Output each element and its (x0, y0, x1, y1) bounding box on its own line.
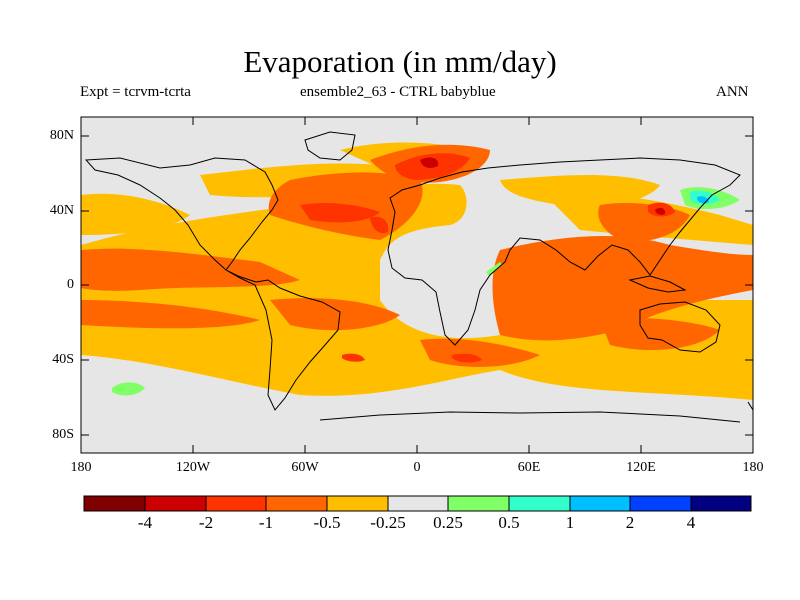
lat-ticks (81, 135, 753, 436)
ensemble-label: ensemble2_63 - CTRL babyblue (300, 84, 496, 100)
lon-label-180-east: 180 (742, 460, 764, 475)
colorbar-label-2: -2 (198, 513, 214, 532)
colorbar-box-10 (630, 496, 691, 511)
map-title: Evaporation (in mm/day) (243, 44, 557, 79)
season-label: ANN (716, 84, 749, 100)
evaporation-field (81, 117, 753, 453)
lat-label-40n: 40N (49, 203, 74, 218)
colorbar-label-7: 0.5 (498, 513, 520, 532)
colorbar-box-1 (84, 496, 145, 511)
lon-label-0: 0 (413, 460, 421, 475)
field-red (420, 157, 666, 215)
lon-label-120w: 120W (175, 460, 211, 475)
colorbar-box-3 (206, 496, 266, 511)
colorbar-box-4 (266, 496, 327, 511)
colorbar-box-6 (388, 496, 448, 511)
colorbar-label-4: -0.5 (313, 513, 341, 532)
colorbar-label-5: -0.25 (370, 513, 406, 532)
lon-label-180-west: 180 (70, 460, 92, 475)
colorbar-box-7 (448, 496, 509, 511)
colorbar-label-8: 1 (565, 513, 575, 532)
colorbar-label-6: 0.25 (433, 513, 463, 532)
field-light-green-indian-ocean (486, 262, 502, 276)
lat-label-80s: 80S (52, 427, 74, 442)
colorbar-box-5 (327, 496, 388, 511)
colorbar-box-9 (570, 496, 630, 511)
lon-ticks (192, 117, 642, 453)
colorbar-label-10: 4 (686, 513, 696, 532)
colorbar-label-9: 2 (625, 513, 635, 532)
field-light-green-south-pacific (112, 382, 145, 396)
lon-label-120e: 120E (626, 460, 656, 475)
colorbar-box-8 (509, 496, 570, 511)
lat-label-0: 0 (67, 277, 74, 292)
lat-label-80n: 80N (49, 128, 74, 143)
colorbar-frame (83, 495, 752, 512)
colorbar-box-11 (691, 496, 751, 511)
coastlines (84, 131, 753, 423)
lat-label-40s: 40S (52, 352, 74, 367)
lon-label-60w: 60W (291, 460, 319, 475)
colorbar (83, 495, 752, 512)
colorbar-box-2 (145, 496, 206, 511)
colorbar-label-3: -1 (258, 513, 274, 532)
experiment-label: Expt = tcrvm-tcrta (80, 84, 191, 100)
lon-label-60e: 60E (517, 460, 541, 475)
colorbar-label-1: -4 (137, 513, 153, 532)
